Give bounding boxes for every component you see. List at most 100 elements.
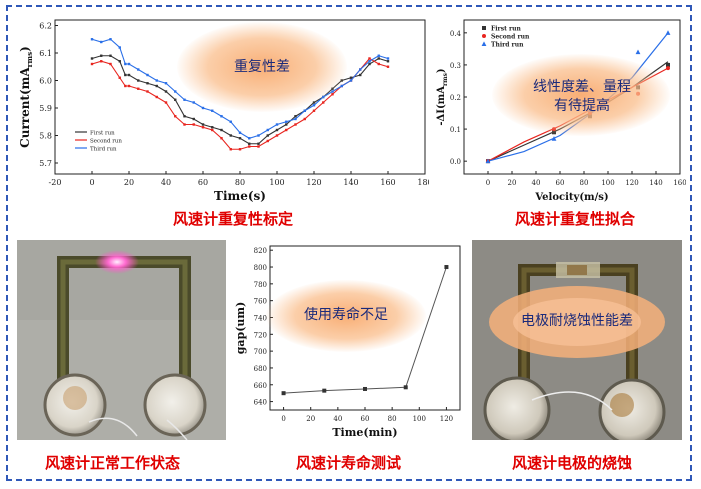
data-point xyxy=(192,101,195,104)
y-tick-label: 6.0 xyxy=(39,77,52,86)
data-point xyxy=(127,62,131,66)
data-point xyxy=(146,82,149,85)
data-point xyxy=(229,134,232,137)
data-point xyxy=(164,90,168,93)
note-linearity-line2: 有待提高 xyxy=(554,98,610,114)
data-point xyxy=(359,73,362,77)
data-point xyxy=(183,98,186,101)
data-point xyxy=(211,109,214,112)
data-point xyxy=(118,60,121,63)
data-point xyxy=(118,46,121,49)
data-point xyxy=(275,128,279,132)
data-point xyxy=(155,79,158,82)
x-tick-label: 120 xyxy=(306,178,321,187)
x-axis-label: Time(min) xyxy=(332,426,397,439)
data-point xyxy=(100,54,103,57)
data-point xyxy=(109,38,112,41)
photo-electrode-ablation: 电极耐烧蚀性能差 xyxy=(472,240,682,440)
x-tick-label: 20 xyxy=(508,179,517,187)
legend-label: Second run xyxy=(491,34,530,41)
y-tick-label: 0.4 xyxy=(450,30,462,38)
data-point xyxy=(192,123,195,126)
data-point xyxy=(90,57,94,60)
data-point xyxy=(137,68,140,71)
data-point xyxy=(275,123,279,126)
data-point xyxy=(155,84,158,88)
data-point xyxy=(331,93,334,96)
data-point xyxy=(386,57,390,60)
data-point xyxy=(248,145,251,148)
x-tick-label: 100 xyxy=(269,178,284,187)
data-point xyxy=(124,62,127,66)
x-tick-label: 120 xyxy=(625,179,638,187)
series-line-3 xyxy=(91,38,389,139)
x-tick-label: 100 xyxy=(413,415,426,423)
highlight-glow xyxy=(492,54,670,136)
data-point xyxy=(100,60,103,63)
x-tick-label: 160 xyxy=(673,179,686,187)
data-point xyxy=(266,134,269,137)
x-tick-label: 0 xyxy=(89,178,94,187)
data-point xyxy=(266,128,269,132)
data-point xyxy=(137,87,140,90)
y-tick-label: 5.8 xyxy=(39,132,52,141)
legend-label: Third run xyxy=(491,42,524,49)
x-axis-label: Velocity(m/s) xyxy=(534,192,608,203)
x-tick-label: 60 xyxy=(556,179,565,187)
data-point xyxy=(174,90,177,93)
y-tick-label: 6.1 xyxy=(39,49,52,58)
anemometer-photo xyxy=(17,240,226,440)
note-ablation: 电极耐烧蚀性能差 xyxy=(521,313,633,329)
chart-lifetime: 0 20 40 60 80 100 120 640 660 680 700 720 740 760 780 8… xyxy=(234,245,461,439)
x-tick-label: 0 xyxy=(281,415,285,423)
data-point xyxy=(444,265,449,270)
data-point xyxy=(238,137,242,140)
x-tick-label: 40 xyxy=(161,178,171,187)
y-tick-label: 0.1 xyxy=(450,126,461,134)
highlight-glow xyxy=(177,22,347,112)
data-point xyxy=(485,158,491,164)
y-tick-label: 5.7 xyxy=(39,159,52,168)
data-point xyxy=(124,73,127,77)
x-tick-label: 60 xyxy=(198,178,208,187)
data-point xyxy=(155,95,158,99)
data-point xyxy=(127,84,131,88)
legend-label: Third run xyxy=(90,147,117,153)
data-point xyxy=(349,76,353,79)
data-point xyxy=(368,62,371,66)
data-point xyxy=(340,84,343,88)
y-tick-label: 800 xyxy=(254,264,267,272)
note-repeatability: 重复性差 xyxy=(234,59,290,75)
data-point xyxy=(100,40,103,44)
series-line-2 xyxy=(91,57,389,150)
data-point xyxy=(635,49,641,55)
legend-label: Second run xyxy=(90,139,122,145)
y-tick-label: 6.2 xyxy=(39,22,52,31)
x-tick-label: 20 xyxy=(306,415,315,423)
data-point xyxy=(377,57,380,60)
data-point xyxy=(303,109,306,112)
data-point xyxy=(665,30,671,35)
data-point xyxy=(238,148,242,151)
data-point xyxy=(127,73,131,77)
x-tick-label: 40 xyxy=(333,415,342,423)
data-point xyxy=(257,145,260,148)
data-point xyxy=(275,134,279,137)
dashed-frame xyxy=(6,5,692,481)
y-tick-label: 680 xyxy=(254,365,267,373)
data-point xyxy=(109,54,112,57)
data-point xyxy=(164,82,168,85)
data-point xyxy=(124,84,127,88)
data-point xyxy=(90,62,94,66)
data-point xyxy=(220,128,223,132)
data-point xyxy=(294,123,297,126)
data-point xyxy=(312,104,316,107)
data-point xyxy=(118,76,121,79)
data-point xyxy=(220,115,223,118)
data-point xyxy=(266,139,269,143)
data-point xyxy=(183,123,186,126)
x-axis-label: Time(s) xyxy=(214,189,266,203)
ablated-anemometer-photo xyxy=(472,240,682,440)
x-tick-label: 160 xyxy=(380,178,395,187)
data-point xyxy=(257,142,260,145)
